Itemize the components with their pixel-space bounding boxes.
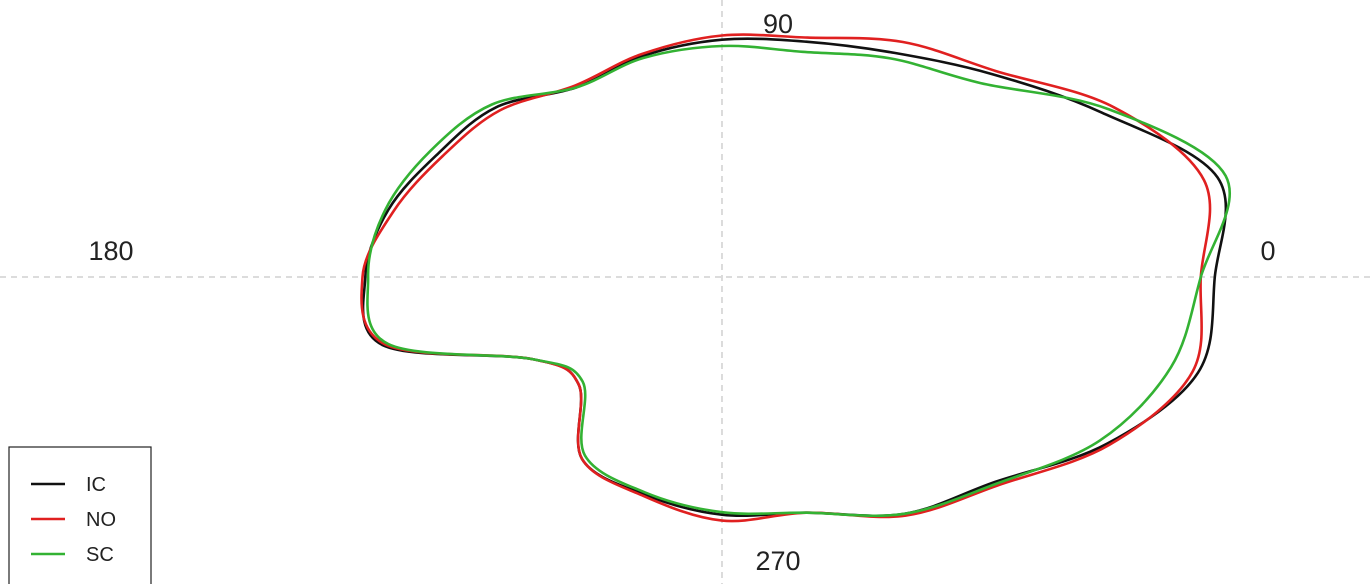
series-layer (360, 33, 1232, 523)
legend-item-no: NO (31, 509, 116, 531)
angle-label-0: 0 (1260, 236, 1275, 266)
legend: IC NO SC (8, 446, 152, 584)
angle-label-90: 90 (763, 9, 793, 39)
legend-box (8, 446, 152, 584)
legend-label-ic: IC (86, 474, 106, 496)
legend-label-sc: SC (86, 544, 114, 566)
series-line-no (360, 33, 1212, 523)
legend-label-no: NO (86, 509, 116, 531)
legend-items: IC NO SC (31, 474, 116, 566)
angle-label-270: 270 (755, 546, 800, 576)
legend-item-sc: SC (31, 544, 114, 566)
series-line-sc (366, 44, 1232, 518)
legend-item-ic: IC (31, 474, 106, 496)
angle-label-180: 180 (88, 236, 133, 266)
